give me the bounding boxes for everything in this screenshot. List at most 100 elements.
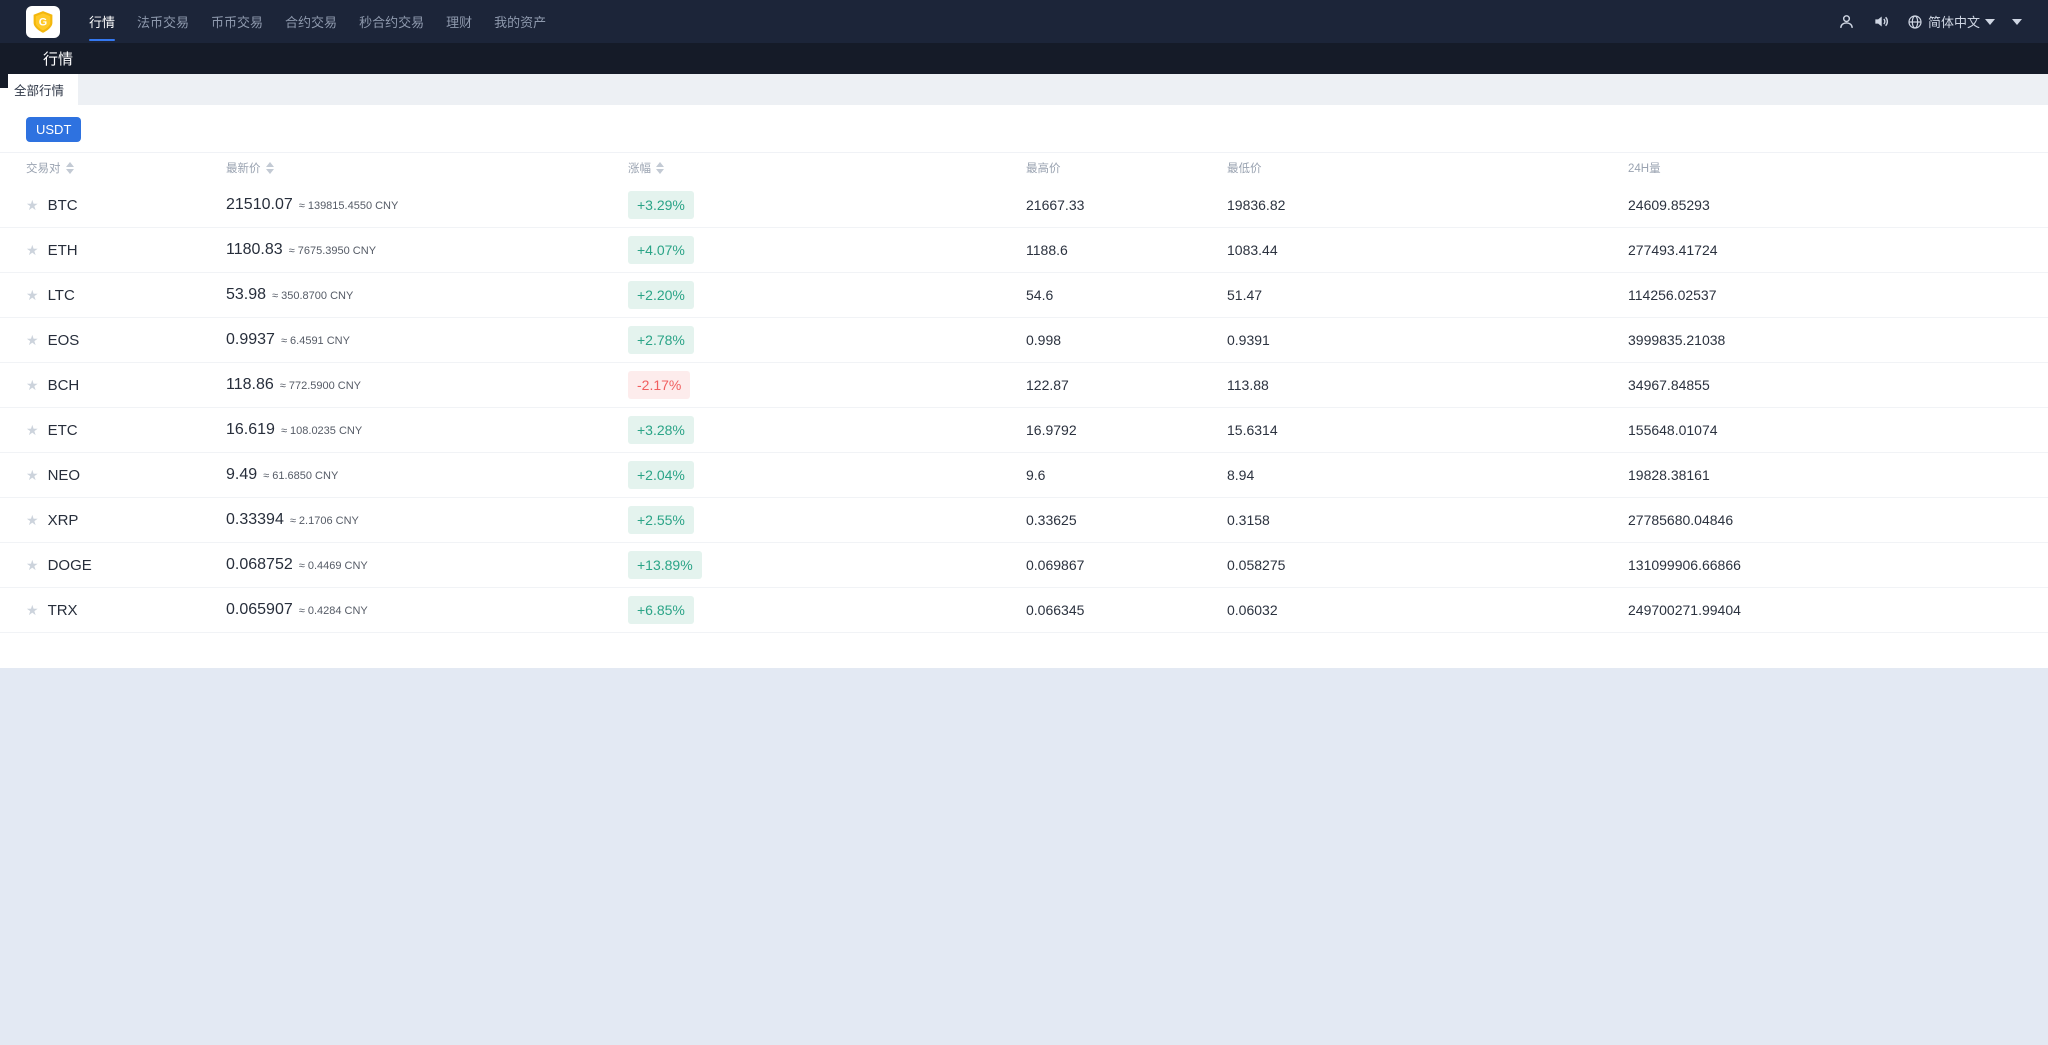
fiat-approx-price: ≈ 0.4284 CNY bbox=[298, 605, 368, 617]
volume-24h: 34967.84855 bbox=[1628, 377, 1710, 393]
change-badge: +2.55% bbox=[628, 506, 694, 534]
favorite-star-icon[interactable]: ★ bbox=[26, 557, 39, 573]
favorite-star-icon[interactable]: ★ bbox=[26, 197, 39, 213]
high-price: 54.6 bbox=[1026, 287, 1054, 303]
language-selector[interactable]: 简体中文 bbox=[1907, 12, 1995, 31]
table-row[interactable]: ★ BCH 118.86 ≈ 772.5900 CNY -2.17% 122.8… bbox=[0, 363, 2048, 408]
fiat-approx-price: ≈ 0.4469 CNY bbox=[298, 560, 368, 572]
nav-right-controls: 简体中文 bbox=[1838, 12, 2022, 31]
change-cell: +2.78% bbox=[628, 326, 1026, 354]
user-icon[interactable] bbox=[1838, 13, 1855, 30]
nav-item[interactable]: 理财 bbox=[435, 0, 483, 43]
low-price: 1083.44 bbox=[1227, 242, 1278, 258]
column-header[interactable]: 交易对 bbox=[26, 160, 226, 176]
pair-symbol: ETH bbox=[47, 241, 78, 259]
low-price: 0.9391 bbox=[1227, 332, 1270, 348]
nav-item[interactable]: 秒合约交易 bbox=[348, 0, 435, 43]
market-table: 交易对 最新价 涨幅 最高价 最低价 24H量 bbox=[0, 152, 2048, 633]
table-row[interactable]: ★ DOGE 0.068752 ≈ 0.4469 CNY +13.89% 0.0… bbox=[0, 543, 2048, 588]
change-badge: +2.78% bbox=[628, 326, 694, 354]
last-price: 9.49 bbox=[226, 466, 258, 483]
pair-symbol: DOGE bbox=[47, 556, 92, 574]
favorite-star-icon[interactable]: ★ bbox=[26, 287, 39, 303]
column-header[interactable]: 涨幅 bbox=[628, 160, 1026, 176]
nav-item[interactable]: 合约交易 bbox=[274, 0, 348, 43]
favorite-star-icon[interactable]: ★ bbox=[26, 467, 39, 483]
column-header[interactable]: 最新价 bbox=[226, 160, 628, 176]
column-header[interactable]: 最高价 bbox=[1026, 160, 1227, 176]
nav-item[interactable]: 行情 bbox=[78, 0, 126, 43]
favorite-star-icon[interactable]: ★ bbox=[26, 602, 39, 618]
nav-item[interactable]: 法币交易 bbox=[126, 0, 200, 43]
favorite-star-icon[interactable]: ★ bbox=[26, 512, 39, 528]
page-header: 行情 bbox=[0, 43, 2048, 74]
table-row[interactable]: ★ XRP 0.33394 ≈ 2.1706 CNY +2.55% 0.3362… bbox=[0, 498, 2048, 543]
filter-usdt-button[interactable]: USDT bbox=[26, 117, 82, 142]
pair-cell: ★ DOGE bbox=[26, 557, 226, 574]
table-header-row: 交易对 最新价 涨幅 最高价 最低价 24H量 bbox=[0, 153, 2048, 183]
shield-g-logo-icon: G bbox=[33, 10, 53, 33]
change-cell: -2.17% bbox=[628, 371, 1026, 399]
change-cell: +2.04% bbox=[628, 461, 1026, 489]
nav-item-label: 理财 bbox=[446, 15, 473, 30]
table-row[interactable]: ★ EOS 0.9937 ≈ 6.4591 CNY +2.78% 0.998 0… bbox=[0, 318, 2048, 363]
volume-24h: 24609.85293 bbox=[1628, 197, 1710, 213]
change-badge: +3.29% bbox=[628, 191, 694, 219]
change-cell: +13.89% bbox=[628, 551, 1026, 579]
pair-symbol: BCH bbox=[47, 376, 80, 394]
column-header-label: 最新价 bbox=[226, 163, 261, 175]
last-price-cell: 53.98 ≈ 350.8700 CNY bbox=[226, 286, 628, 304]
table-row[interactable]: ★ TRX 0.065907 ≈ 0.4284 CNY +6.85% 0.066… bbox=[0, 588, 2048, 633]
high-price: 1188.6 bbox=[1026, 242, 1068, 258]
sound-icon[interactable] bbox=[1872, 13, 1890, 30]
filter-label: USDT bbox=[36, 122, 72, 137]
sort-arrows-icon[interactable] bbox=[265, 162, 274, 174]
favorite-star-icon[interactable]: ★ bbox=[26, 332, 39, 348]
nav-item-label: 行情 bbox=[89, 15, 116, 30]
high-price: 122.87 bbox=[1026, 377, 1069, 393]
high-price: 0.33625 bbox=[1026, 512, 1077, 528]
volume-24h: 131099906.66866 bbox=[1628, 557, 1741, 573]
favorite-star-icon[interactable]: ★ bbox=[26, 422, 39, 438]
nav-item-label: 合约交易 bbox=[285, 15, 338, 30]
fiat-approx-price: ≈ 7675.3950 CNY bbox=[288, 245, 377, 257]
column-header-label: 最低价 bbox=[1227, 163, 1262, 175]
brand-logo[interactable]: G bbox=[26, 5, 60, 38]
pair-symbol: TRX bbox=[47, 601, 78, 619]
pair-cell: ★ NEO bbox=[26, 467, 226, 484]
column-header[interactable]: 最低价 bbox=[1227, 160, 1628, 176]
last-price-cell: 0.33394 ≈ 2.1706 CNY bbox=[226, 511, 628, 529]
pair-cell: ★ LTC bbox=[26, 287, 226, 304]
more-dropdown[interactable] bbox=[2012, 18, 2022, 25]
last-price: 0.33394 bbox=[226, 511, 284, 528]
svg-text:G: G bbox=[39, 16, 47, 28]
sort-arrows-icon[interactable] bbox=[656, 162, 664, 174]
change-badge: +3.28% bbox=[628, 416, 694, 444]
table-row[interactable]: ★ BTC 21510.07 ≈ 139815.4550 CNY +3.29% … bbox=[0, 183, 2048, 228]
tab-all-markets[interactable]: 全部行情 bbox=[0, 74, 79, 105]
nav-item[interactable]: 我的资产 bbox=[483, 0, 557, 43]
favorite-star-icon[interactable]: ★ bbox=[26, 242, 39, 258]
table-row[interactable]: ★ ETH 1180.83 ≈ 7675.3950 CNY +4.07% 118… bbox=[0, 228, 2048, 273]
table-row[interactable]: ★ ETC 16.619 ≈ 108.0235 CNY +3.28% 16.97… bbox=[0, 408, 2048, 453]
table-row[interactable]: ★ NEO 9.49 ≈ 61.6850 CNY +2.04% 9.6 8.94… bbox=[0, 453, 2048, 498]
last-price: 1180.83 bbox=[226, 241, 283, 258]
footer-background bbox=[0, 668, 2048, 1045]
fiat-approx-price: ≈ 2.1706 CNY bbox=[289, 515, 359, 527]
nav-item-label: 币币交易 bbox=[211, 15, 264, 30]
nav-item[interactable]: 币币交易 bbox=[200, 0, 274, 43]
column-header[interactable]: 24H量 bbox=[1628, 160, 2048, 176]
favorite-star-icon[interactable]: ★ bbox=[26, 377, 39, 393]
last-price: 0.065907 bbox=[226, 601, 293, 618]
sort-arrows-icon[interactable] bbox=[65, 162, 74, 174]
column-header-label: 24H量 bbox=[1628, 163, 1661, 175]
fiat-approx-price: ≈ 61.6850 CNY bbox=[263, 470, 339, 482]
change-cell: +2.20% bbox=[628, 281, 1026, 309]
quote-filter-bar: USDT bbox=[0, 105, 2048, 142]
low-price: 51.47 bbox=[1227, 287, 1263, 303]
change-badge: +2.20% bbox=[628, 281, 694, 309]
caret-down-icon bbox=[2012, 18, 2022, 25]
table-body: ★ BTC 21510.07 ≈ 139815.4550 CNY +3.29% … bbox=[0, 183, 2048, 633]
table-row[interactable]: ★ LTC 53.98 ≈ 350.8700 CNY +2.20% 54.6 5… bbox=[0, 273, 2048, 318]
last-price-cell: 0.065907 ≈ 0.4284 CNY bbox=[226, 601, 628, 619]
